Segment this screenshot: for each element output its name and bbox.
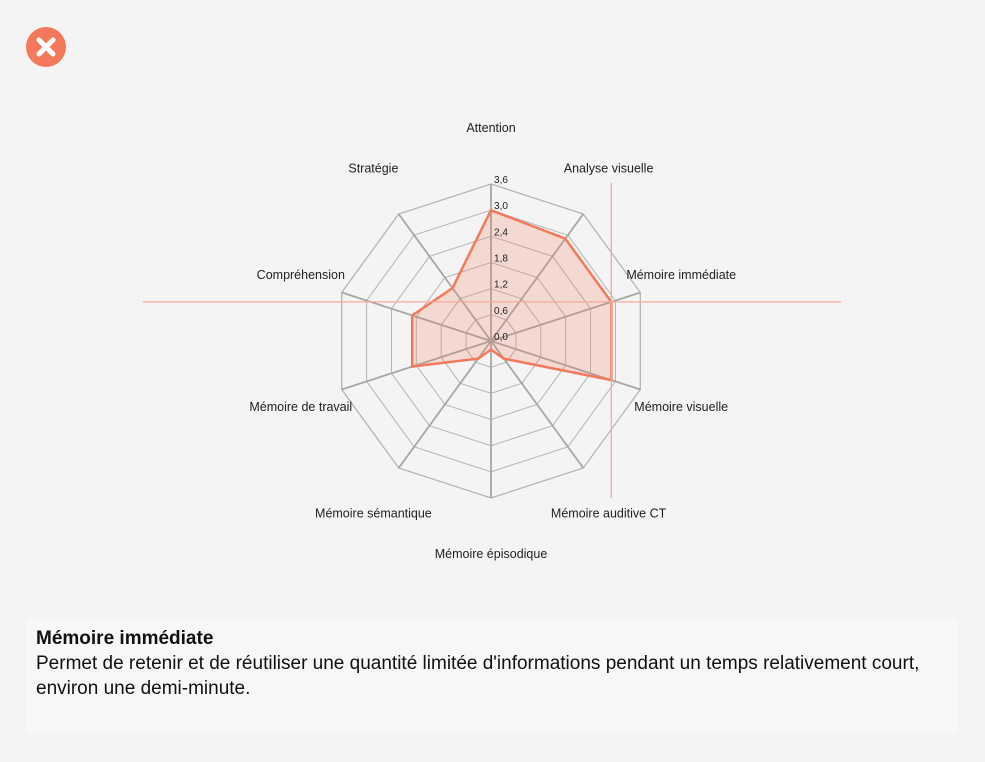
grid-spoke <box>490 340 641 391</box>
tick-label: 3,0 <box>494 201 508 212</box>
grid-spoke <box>490 340 585 469</box>
radar-chart: 0,0 0,6 1,2 1,8 2,4 3,0 3,6 Attention Analyse vi… <box>143 121 841 561</box>
info-description: Permet de retenir et de réutiliser une q… <box>36 653 920 699</box>
axis-label: Mémoire visuelle <box>634 400 728 414</box>
grid-spoke <box>490 213 585 342</box>
close-icon <box>36 37 56 57</box>
info-title: Mémoire immédiate <box>36 628 214 649</box>
tick-label: 0,0 <box>494 332 508 343</box>
data-point <box>502 357 505 360</box>
axis-label: Attention <box>466 121 515 135</box>
tick-label: 1,2 <box>494 280 508 291</box>
axis-label: Mémoire immédiate <box>626 268 736 282</box>
info-panel: Mémoire immédiate Permet de retenir et d… <box>26 618 958 734</box>
axis-label: Mémoire épisodique <box>435 547 548 561</box>
tick-label: 2,4 <box>494 227 508 238</box>
axis-label: Mémoire sémantique <box>315 506 432 520</box>
data-point <box>411 314 414 317</box>
data-point <box>489 209 493 212</box>
data-point <box>411 365 414 368</box>
tick-label: 1,8 <box>494 254 508 265</box>
close-button[interactable] <box>26 27 66 67</box>
tick-label: 0,6 <box>494 306 508 317</box>
axis-label: Mémoire de travail <box>249 400 352 414</box>
data-point <box>477 357 480 360</box>
data-point <box>451 286 454 290</box>
data-series-area <box>410 208 613 382</box>
grid-spoke <box>341 291 492 342</box>
grid-spoke <box>490 291 641 342</box>
grid-spoke <box>397 340 492 469</box>
data-point <box>564 237 567 240</box>
axis-label: Stratégie <box>348 162 398 176</box>
axis-label: Mémoire auditive CT <box>551 506 667 520</box>
axis-label: Compréhension <box>257 268 345 282</box>
grid-spoke <box>397 213 492 342</box>
data-point <box>489 348 493 351</box>
tick-label: 3,6 <box>494 175 508 186</box>
axis-label: Analyse visuelle <box>564 162 654 176</box>
